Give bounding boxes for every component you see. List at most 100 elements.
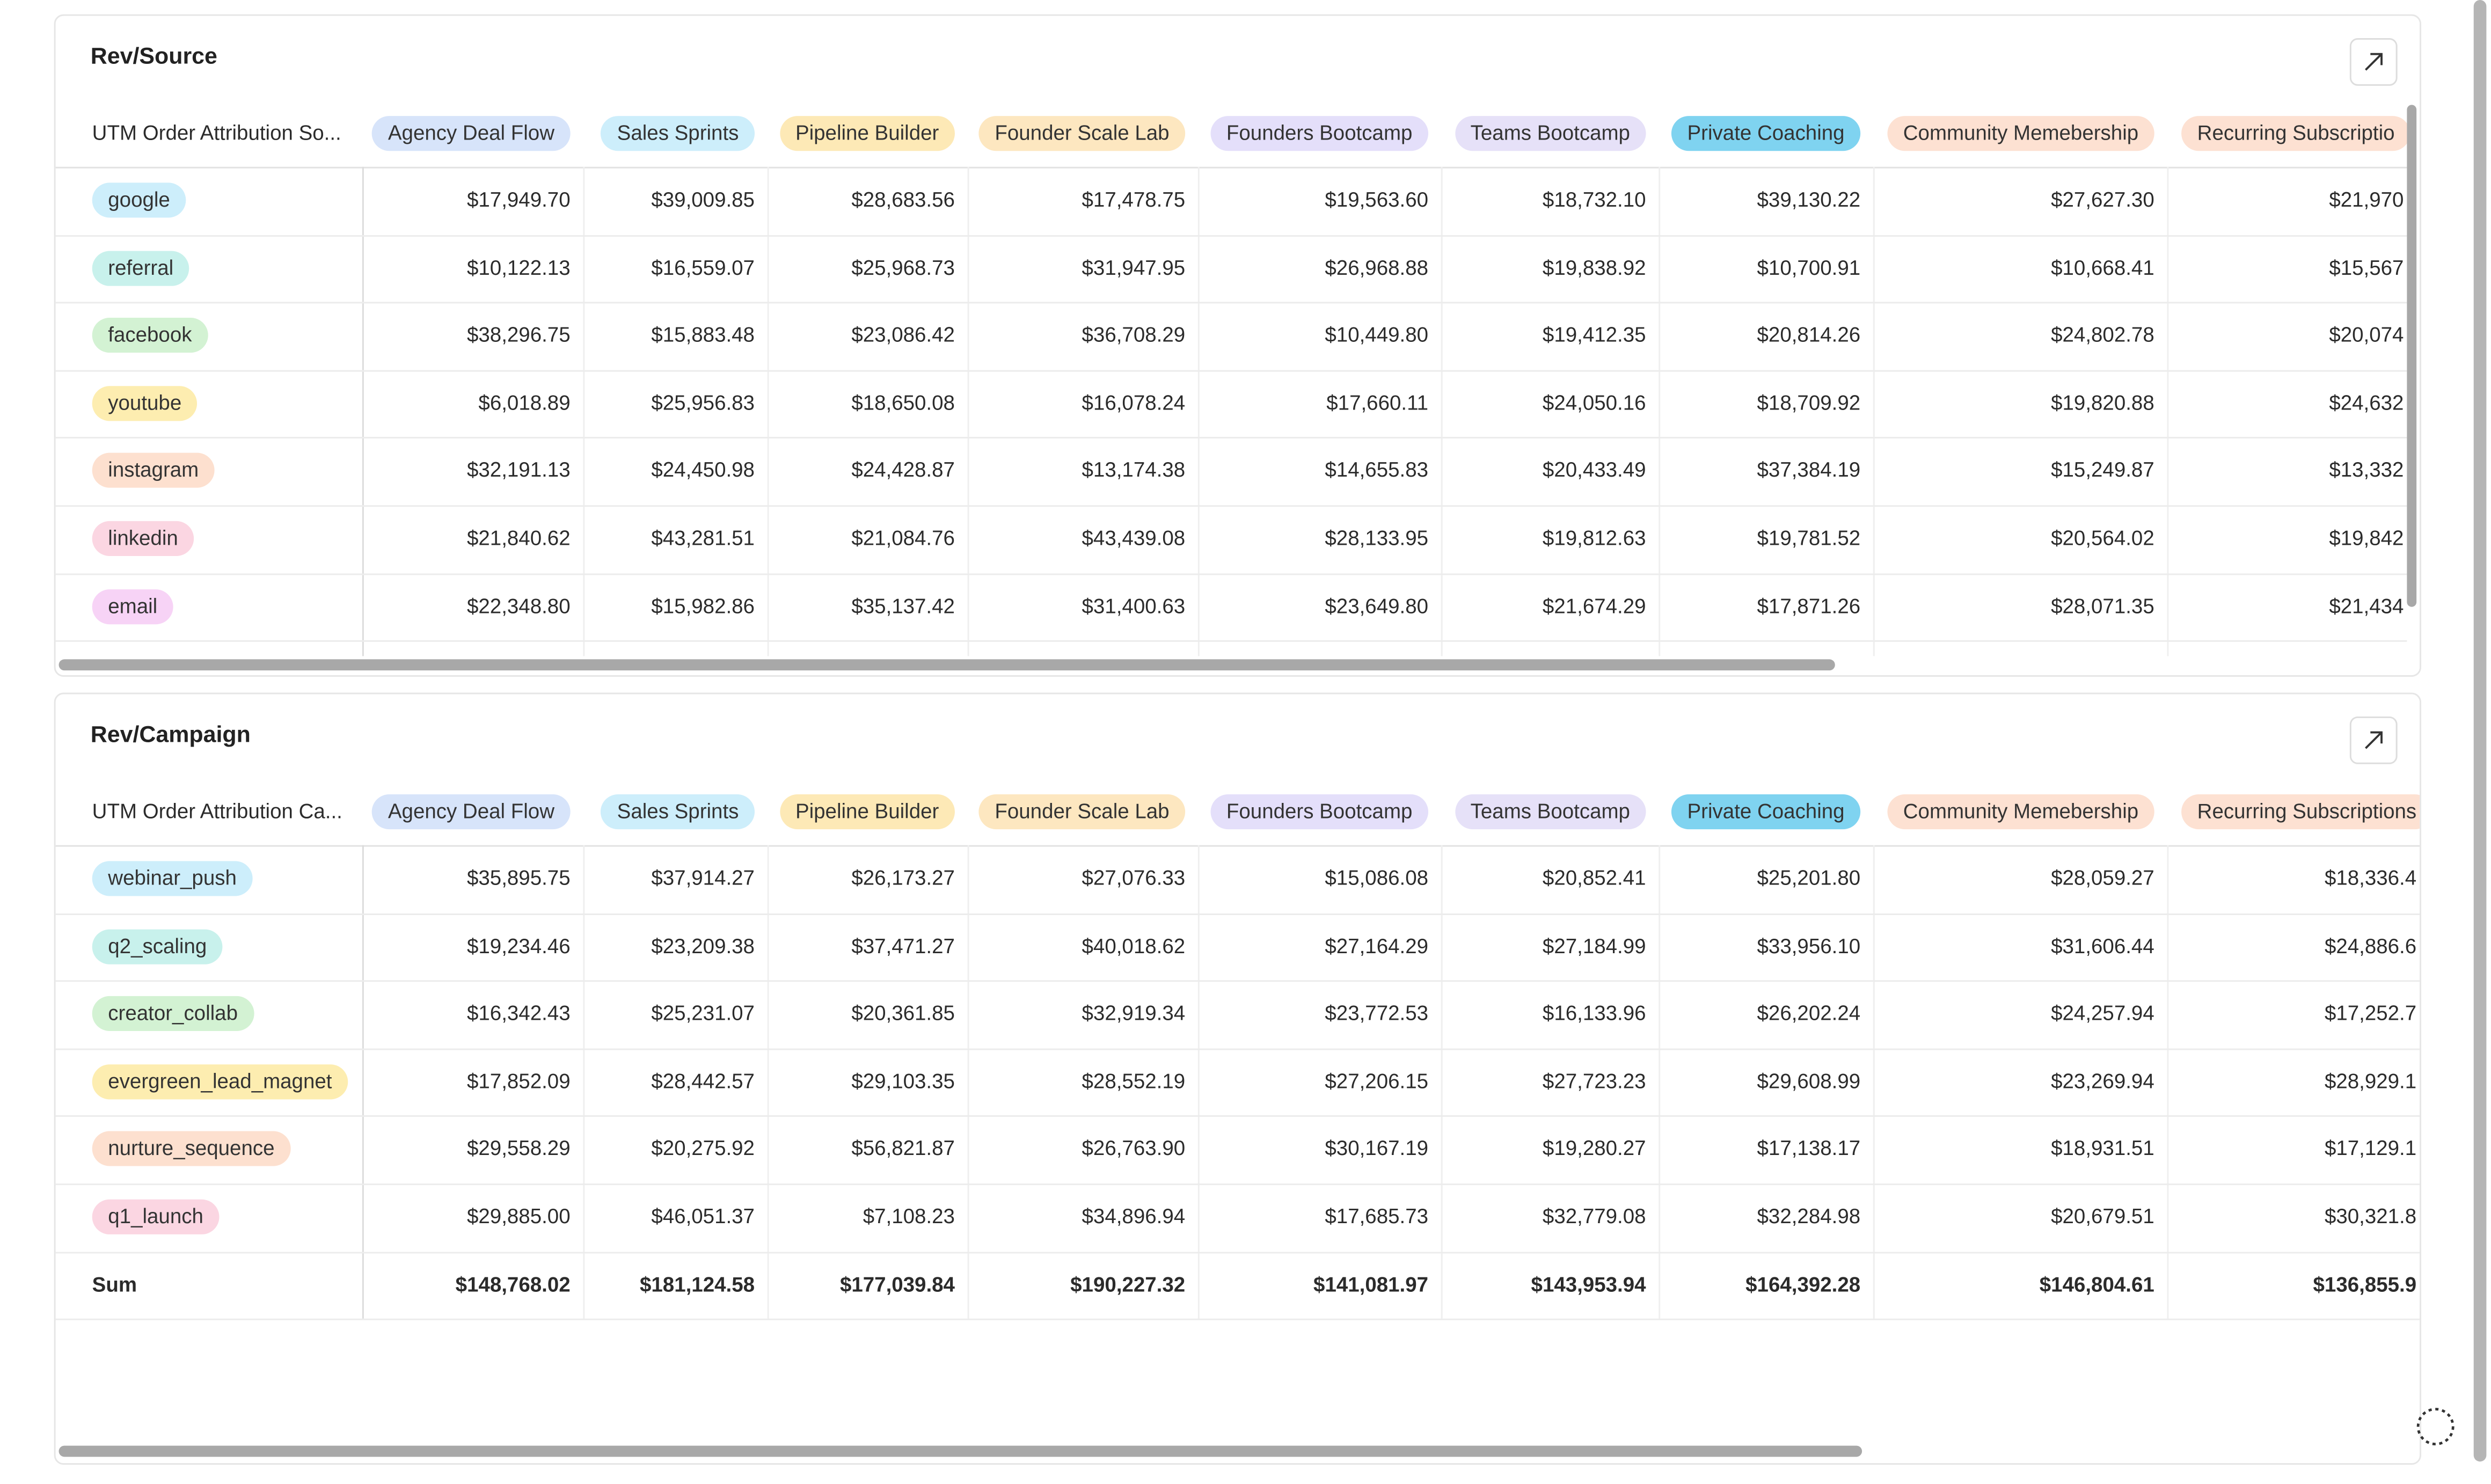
panel-title: Rev/Source	[90, 44, 217, 70]
value-cell: $37,384.19	[1757, 458, 1861, 483]
value-cell: $13,332	[2329, 458, 2404, 483]
value-cell: $56,821.87	[851, 1136, 955, 1160]
value-cell: $36,708.29	[1082, 323, 1186, 347]
column-header: Founders Bootcamp	[1210, 794, 1429, 830]
value-cell: $10,700.91	[1757, 255, 1861, 279]
column-header: Agency Deal Flow	[372, 116, 571, 151]
column-separator	[1197, 166, 1200, 656]
value-cell: $19,781.52	[1757, 525, 1861, 550]
value-cell: $46,051.37	[651, 1204, 755, 1229]
row-label: q1_launch	[92, 1199, 220, 1234]
value-cell: $17,852.09	[467, 1069, 571, 1093]
row-border	[55, 912, 2420, 915]
loading-spinner	[2416, 1408, 2455, 1446]
column-header: Pipeline Builder	[779, 116, 955, 151]
column-separator	[1441, 166, 1443, 656]
column-header: Teams Bootcamp	[1455, 116, 1646, 151]
page-scrollbar[interactable]	[2473, 0, 2487, 1462]
value-cell: $20,433.49	[1542, 458, 1646, 483]
horizontal-scrollbar[interactable]	[59, 1445, 1862, 1457]
value-cell: $43,281.51	[651, 525, 755, 550]
value-cell: $6,018.89	[478, 390, 571, 414]
expand-button[interactable]	[2349, 38, 2398, 86]
row-border	[55, 505, 2407, 507]
column-header: Community Memebership	[1887, 116, 2154, 151]
value-cell: $16,133.96	[1542, 1001, 1646, 1025]
value-cell: $32,284.98	[1757, 1204, 1861, 1229]
value-cell: $37,471.27	[851, 933, 955, 957]
value-cell: $39,130.22	[1757, 187, 1861, 211]
value-cell: $19,412.35	[1542, 323, 1646, 347]
value-cell: $29,608.99	[1757, 1069, 1861, 1093]
value-cell: $19,842	[2329, 525, 2404, 550]
horizontal-scrollbar[interactable]	[59, 659, 1835, 671]
value-cell: $19,234.46	[467, 933, 571, 957]
value-cell: $25,956.83	[651, 390, 755, 414]
row-label: email	[92, 588, 173, 624]
row-label: creator_collab	[92, 996, 254, 1032]
vertical-scrollbar[interactable]	[2407, 105, 2417, 607]
value-cell: $21,674.29	[1542, 593, 1646, 618]
column-header: Pipeline Builder	[779, 794, 955, 830]
row-border	[55, 1048, 2420, 1050]
value-cell: $30,167.19	[1325, 1136, 1429, 1160]
value-cell: $18,931.51	[2051, 1136, 2154, 1160]
row-label: q2_scaling	[92, 929, 223, 964]
header-border	[55, 845, 2420, 847]
row-label: webinar_push	[92, 861, 253, 896]
rev-source-panel: Rev/Source UTM Order Attribution So... Ag…	[54, 14, 2422, 677]
value-cell: $17,129.1	[2324, 1136, 2417, 1160]
row-label: facebook	[92, 318, 208, 353]
value-cell: $27,184.99	[1542, 933, 1646, 957]
value-cell: $40,018.62	[1082, 933, 1186, 957]
column-separator	[362, 845, 364, 1319]
value-cell: $14,655.83	[1325, 458, 1429, 483]
row-border	[55, 1251, 2420, 1253]
header-label: UTM Order Attribution So...	[92, 120, 341, 145]
value-cell: $17,252.7	[2324, 1001, 2417, 1025]
value-cell: $16,342.43	[467, 1001, 571, 1025]
value-cell: $19,838.92	[1542, 255, 1646, 279]
value-cell: $26,202.24	[1757, 1001, 1861, 1025]
value-cell: $18,709.92	[1757, 390, 1861, 414]
value-cell: $23,649.80	[1325, 593, 1429, 618]
row-label: google	[92, 182, 186, 218]
row-border	[55, 1183, 2420, 1186]
column-separator	[967, 166, 969, 656]
panel-title: Rev/Campaign	[90, 722, 251, 749]
table: UTM Order Attribution Ca... Agency Deal F…	[55, 774, 2420, 1441]
value-cell: $10,449.80	[1325, 323, 1429, 347]
column-separator	[1197, 845, 1200, 1319]
column-separator	[1441, 845, 1443, 1319]
value-cell: $19,820.88	[2051, 390, 2154, 414]
sum-cell: $190,227.32	[1070, 1271, 1186, 1296]
row-border	[55, 437, 2407, 440]
value-cell: $27,164.29	[1325, 933, 1429, 957]
column-separator	[767, 166, 769, 656]
row-border	[55, 640, 2407, 642]
value-cell: $43,439.08	[1082, 525, 1186, 550]
row-label: referral	[92, 250, 189, 286]
column-separator	[1659, 166, 1661, 656]
value-cell: $28,552.19	[1082, 1069, 1186, 1093]
column-separator	[2167, 166, 2169, 656]
value-cell: $27,076.33	[1082, 866, 1186, 890]
value-cell: $32,779.08	[1542, 1204, 1646, 1229]
value-cell: $32,919.34	[1082, 1001, 1186, 1025]
value-cell: $38,296.75	[467, 323, 571, 347]
value-cell: $16,559.07	[651, 255, 755, 279]
row-border	[55, 980, 2420, 982]
value-cell: $19,563.60	[1325, 187, 1429, 211]
expand-button[interactable]	[2349, 716, 2398, 764]
value-cell: $15,086.08	[1325, 866, 1429, 890]
value-cell: $28,059.27	[2051, 866, 2154, 890]
value-cell: $25,231.07	[651, 1001, 755, 1025]
value-cell: $18,336.4	[2324, 866, 2417, 890]
value-cell: $26,173.27	[851, 866, 955, 890]
value-cell: $27,723.23	[1542, 1069, 1646, 1093]
value-cell: $28,683.56	[851, 187, 955, 211]
value-cell: $15,883.48	[651, 323, 755, 347]
value-cell: $29,103.35	[851, 1069, 955, 1093]
expand-icon	[2365, 53, 2383, 71]
